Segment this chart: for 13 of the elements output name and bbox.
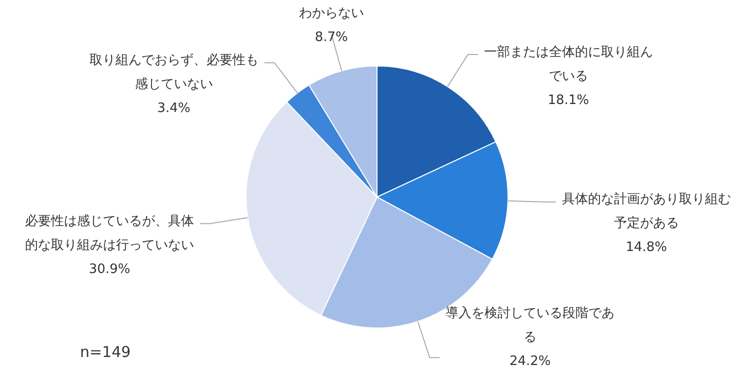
- slice-label: 一部または全体的に取り組んでいる: [484, 44, 653, 84]
- slice-label: 導入を検討している段階である: [446, 306, 615, 345]
- slice-label: 取り組んでおらず、必要性も感じていない: [89, 52, 258, 92]
- text: n=149: [80, 342, 131, 363]
- slice-label: 具体的な計画があり取り組む予定がある: [562, 192, 731, 232]
- data-label: 3.4%: [156, 100, 192, 118]
- data-label: 14.8%: [624, 239, 668, 258]
- slice-label: わからない: [298, 6, 364, 21]
- data-label: 18.1%: [546, 92, 590, 110]
- data-label: 30.9%: [88, 260, 132, 279]
- data-label: 8.7%: [314, 29, 349, 47]
- data-label: 24.2%: [508, 353, 552, 371]
- slice-label: 必要性は感じているが、具体的な取り組みは行っていない: [25, 214, 194, 253]
